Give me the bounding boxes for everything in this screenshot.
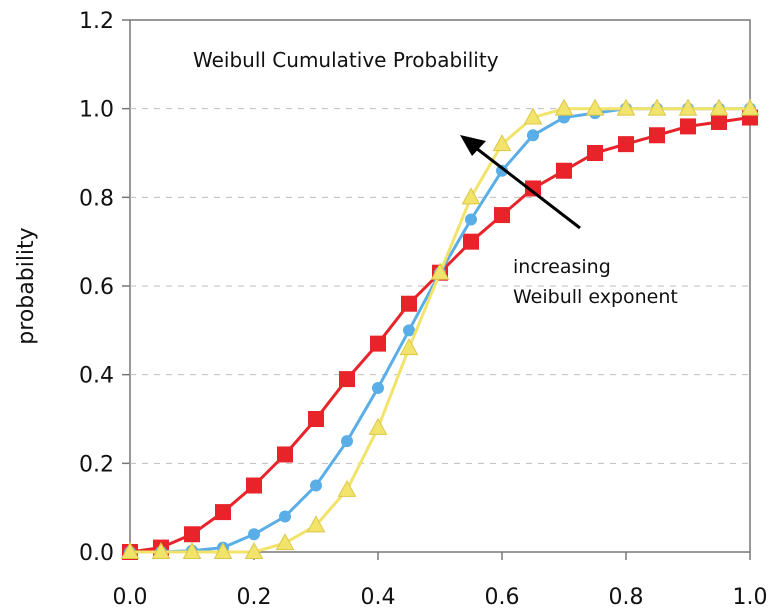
series-3-point-10	[430, 262, 450, 280]
series-group	[120, 98, 760, 560]
y-tick-label-3: 0.6	[79, 275, 114, 300]
series-3-point-13	[523, 107, 543, 125]
series-1-point-7	[339, 371, 355, 388]
series-2-line	[130, 107, 750, 554]
y-tick-label-5: 1.0	[79, 98, 114, 123]
series-2-point-6	[310, 479, 322, 492]
annotation-line-2: Weibull exponent	[513, 286, 678, 308]
series-2-point-9	[403, 324, 415, 337]
series-3-point-16	[616, 98, 636, 116]
series-1-point-2	[184, 526, 200, 543]
series-2-point-5	[279, 510, 291, 523]
x-tick-label-3: 0.6	[485, 585, 520, 609]
x-axis-ticks: 0.0 0.2 0.4 0.6 0.8 1.0	[113, 552, 768, 609]
x-tick-label-4: 0.8	[609, 585, 644, 609]
series-3	[120, 98, 760, 559]
series-1	[122, 109, 758, 560]
series-3-point-19	[709, 98, 729, 116]
x-tick-label-2: 0.4	[361, 585, 396, 609]
series-3-point-20	[740, 98, 760, 116]
y-tick-label-1: 0.2	[79, 452, 114, 477]
series-2	[124, 102, 756, 558]
annotation-arrowhead	[460, 135, 486, 156]
annotation: increasing Weibull exponent	[460, 135, 678, 308]
annotation-line-1: increasing	[513, 256, 611, 278]
series-3-point-8	[368, 417, 388, 435]
series-3-point-7	[337, 479, 357, 497]
annotation-arrow-shaft	[475, 146, 581, 230]
series-3-point-4	[244, 541, 264, 559]
y-tick-label-0: 0.0	[79, 541, 114, 566]
series-3-point-15	[585, 98, 605, 116]
x-tick-label-0: 0.0	[113, 585, 148, 609]
x-tick-label-1: 0.2	[237, 585, 272, 609]
series-1-point-14	[556, 162, 572, 179]
series-2-point-11	[465, 213, 477, 226]
y-axis-label: probability	[14, 227, 39, 344]
x-tick-label-5: 1.0	[733, 585, 768, 609]
series-3-point-18	[678, 98, 698, 116]
chart-title: Weibull Cumulative Probability	[193, 48, 499, 72]
series-3-point-14	[554, 98, 574, 116]
series-1-point-12	[494, 207, 510, 224]
series-1-point-8	[370, 335, 386, 352]
series-1-point-16	[618, 136, 634, 153]
y-axis-ticks: 0.0 0.2 0.4 0.6 0.8 1.0 1.2	[79, 9, 130, 566]
series-3-point-17	[647, 98, 667, 116]
y-tick-label-4: 0.8	[79, 186, 114, 211]
series-3-point-3	[213, 541, 233, 559]
series-3-point-6	[306, 515, 326, 533]
series-3-point-5	[275, 533, 295, 551]
series-3-point-12	[492, 134, 512, 152]
series-3-point-0	[120, 541, 140, 559]
series-3-point-9	[399, 338, 419, 356]
series-2-point-4	[248, 528, 260, 541]
series-1-point-11	[463, 233, 479, 250]
series-1-point-18	[680, 118, 696, 135]
series-1-point-6	[308, 411, 324, 427]
series-3-line	[130, 107, 750, 554]
series-3-point-1	[151, 541, 171, 559]
series-1-point-19	[711, 113, 727, 130]
series-1-point-9	[401, 295, 417, 312]
series-3-point-2	[182, 541, 202, 559]
series-2-point-12	[496, 164, 508, 177]
series-2-point-8	[372, 381, 384, 394]
y-tick-label-2: 0.4	[79, 364, 114, 389]
series-1-point-5	[277, 446, 293, 463]
y-tick-label-6: 1.2	[79, 9, 114, 34]
series-1-point-15	[587, 145, 603, 161]
series-2-point-7	[341, 435, 353, 448]
series-1-line	[129, 116, 751, 554]
series-1-point-13	[525, 180, 541, 197]
series-3-point-11	[461, 187, 481, 205]
series-1-point-17	[649, 127, 665, 144]
series-2-point-13	[527, 129, 539, 142]
series-1-point-3	[215, 504, 231, 521]
series-1-point-4	[246, 477, 262, 494]
